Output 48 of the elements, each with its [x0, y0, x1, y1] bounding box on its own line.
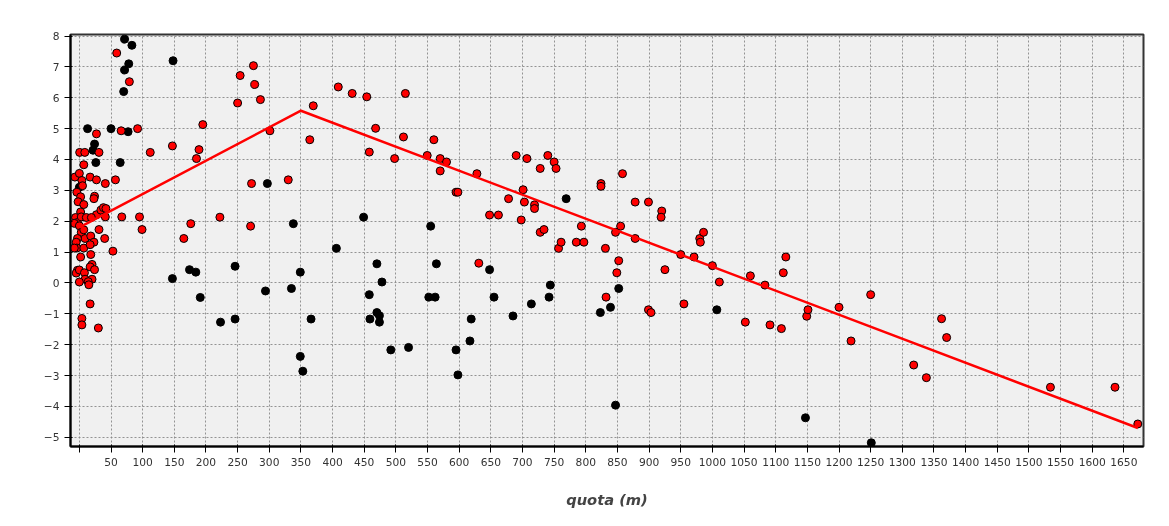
y-tick-label: −2: [43, 338, 60, 352]
y-tick-label: 4: [52, 153, 60, 167]
y-tick-label: 5: [52, 122, 60, 136]
x-tick-label: 500: [385, 455, 407, 469]
x-tick-label: 850: [607, 455, 628, 469]
x-tick-label: 550: [417, 455, 438, 469]
x-tick-label: 1600: [1078, 455, 1106, 469]
x-tick-label: 1300: [888, 455, 917, 469]
x-tick-label: 200: [195, 455, 217, 469]
y-tick-label: −1: [43, 307, 60, 321]
x-tick-label: 400: [322, 455, 343, 469]
y-tick-label: −4: [43, 400, 60, 414]
x-tick-label: 1550: [1047, 455, 1075, 469]
y-tick-label: −3: [43, 369, 60, 383]
y-tick-label: 7: [52, 60, 60, 74]
x-axis-title: quota (m): [566, 490, 648, 508]
x-tick-label: 1100: [762, 455, 790, 469]
x-tick-label: 350: [290, 455, 312, 469]
x-tick-label: 1500: [1015, 455, 1043, 469]
y-tick-label: 2: [52, 215, 60, 229]
x-tick-label: 800: [575, 455, 597, 469]
x-tick-label: 150: [164, 455, 185, 469]
y-tick-label: 0: [52, 276, 60, 290]
x-tick-label: 1650: [1110, 455, 1138, 469]
x-tick-label: 250: [227, 455, 249, 469]
x-tick-label: 1450: [983, 455, 1012, 469]
x-tick-label: 50: [104, 455, 119, 469]
y-tick-label: 6: [52, 91, 60, 105]
x-tick-label: 600: [449, 455, 470, 469]
x-tick-label: 1250: [857, 455, 885, 469]
y-tick-label: 8: [52, 30, 60, 44]
x-tick-label: 1050: [730, 455, 758, 469]
x-tick-label: 1350: [920, 455, 948, 469]
x-tick-label: 650: [480, 455, 502, 469]
x-tick-label: 900: [638, 455, 660, 469]
x-tick-label: 1150: [793, 455, 822, 469]
x-tick-label: 300: [259, 455, 280, 469]
x-tick-label: 1000: [698, 455, 727, 469]
x-tick-label: 1200: [825, 455, 853, 469]
y-tick-label: 1: [52, 246, 60, 260]
y-tick-label: −5: [43, 431, 60, 445]
x-tick-label: 950: [670, 455, 692, 469]
x-tick-label: 100: [132, 455, 154, 469]
x-tick-label: 450: [354, 455, 375, 469]
x-tick-label: 700: [512, 455, 533, 469]
x-tick-label: 1400: [952, 455, 980, 469]
y-tick-label: 3: [52, 184, 60, 198]
x-tick-label: 750: [543, 455, 565, 469]
